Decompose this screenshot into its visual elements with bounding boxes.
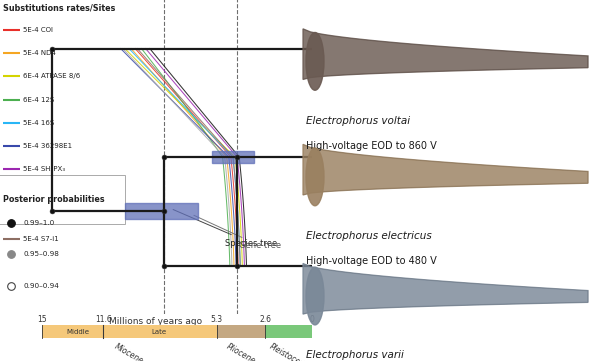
Text: Gene tree: Gene tree [194,215,281,251]
Polygon shape [303,264,588,314]
Ellipse shape [306,32,324,90]
Text: Electrophorus varii: Electrophorus varii [306,350,404,360]
Text: Middle: Middle [67,329,89,335]
Ellipse shape [306,267,324,325]
Text: 6E-4 55378E1: 6E-4 55378E1 [23,213,73,219]
Bar [217,325,265,338]
Text: 5E-4 SH₂PX₃: 5E-4 SH₂PX₃ [23,166,65,172]
Text: Miocene: Miocene [113,342,145,361]
Text: Electrophorus voltai: Electrophorus voltai [306,116,410,126]
Text: 5.3: 5.3 [211,314,223,323]
Text: 0.95–0.98: 0.95–0.98 [23,251,59,257]
Text: 6E-4 4174E20: 6E-4 4174E20 [23,190,73,196]
Text: Electrophorus electricus: Electrophorus electricus [306,231,432,241]
Text: 6E-4 ATPASE 8/6: 6E-4 ATPASE 8/6 [23,73,80,79]
Text: 5E-4 36298E1: 5E-4 36298E1 [23,143,73,149]
Text: 15: 15 [37,314,47,323]
Text: High-voltage EOD to 480 V: High-voltage EOD to 480 V [306,256,437,266]
Bar [265,325,312,338]
Text: 0: 0 [310,314,314,323]
Text: Posterior probabilities: Posterior probabilities [3,195,105,204]
Text: 0.99–1.0: 0.99–1.0 [23,220,55,226]
Text: Species tree: Species tree [173,209,277,248]
Text: 5E-4 16S: 5E-4 16S [23,120,55,126]
Text: 6E-4 12S: 6E-4 12S [23,96,55,103]
Text: 0.90–0.94: 0.90–0.94 [23,283,59,289]
Text: High-voltage EOD to 860 V: High-voltage EOD to 860 V [306,141,437,151]
Text: 5E-4 S7-i1: 5E-4 S7-i1 [23,236,59,242]
Text: Pliocene: Pliocene [225,342,257,361]
Text: Late: Late [151,329,167,335]
Text: 2.6: 2.6 [259,314,271,323]
Ellipse shape [306,148,324,206]
Text: 5E-4 COI: 5E-4 COI [23,27,53,33]
Text: 5E-4 ND4: 5E-4 ND4 [23,50,56,56]
Text: 11.6: 11.6 [95,314,112,323]
Bar [42,325,217,338]
Text: Millions of years ago: Millions of years ago [109,317,203,326]
Text: Substitutions rates/Sites: Substitutions rates/Sites [3,3,115,12]
Polygon shape [303,144,588,195]
Text: Pleistocene: Pleistocene [268,342,310,361]
Bar [212,151,254,163]
Bar [125,204,197,219]
Polygon shape [303,29,588,79]
